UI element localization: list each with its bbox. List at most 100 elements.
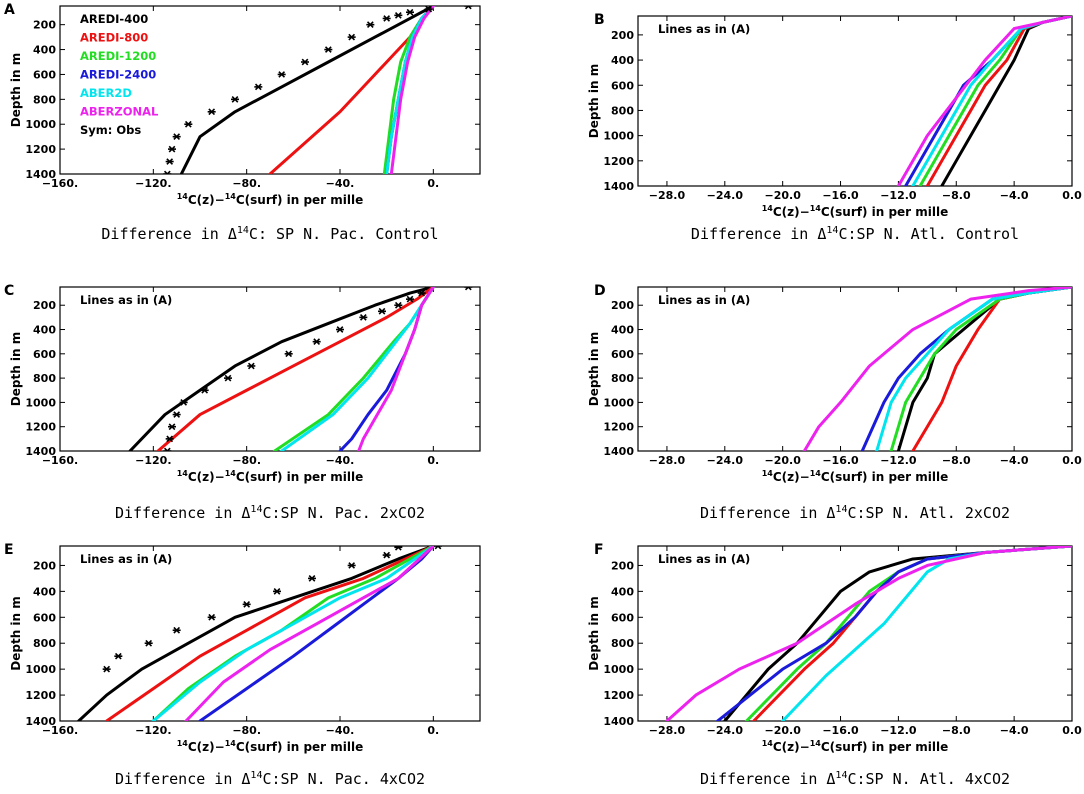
series-line-aredi-800 [105, 546, 435, 721]
obs-marker [179, 399, 188, 406]
obs-marker [254, 83, 263, 91]
obs-stroke [166, 170, 171, 174]
plot-area [896, 16, 1072, 186]
obs-stroke [394, 546, 401, 551]
x-tick-label: −28.0 [649, 454, 686, 467]
series-line-aredi-2400 [198, 546, 435, 721]
plot-frame [637, 286, 1073, 452]
obs-marker [301, 58, 309, 66]
text-part: C(surf) in per mille [236, 740, 363, 754]
y-tick-label: 800 [611, 104, 634, 117]
obs-marker [347, 33, 356, 41]
obs-marker [172, 626, 181, 634]
text-part: Difference in Δ [700, 504, 835, 522]
x-tick-label: −80. [232, 724, 261, 737]
plot-area [665, 546, 1072, 721]
legend-entry: ABERZONAL [80, 105, 159, 119]
x-tick-label: −16.0 [822, 189, 859, 202]
y-tick-label: 1000 [603, 130, 634, 143]
obs-marker [284, 350, 293, 358]
obs-stroke [103, 665, 111, 673]
panel-label: B [594, 12, 605, 28]
x-tick-label: −8.0 [942, 454, 971, 467]
x-tick-label: −120. [135, 454, 171, 467]
superscript: 14 [762, 204, 774, 213]
x-tick-label: −24.0 [707, 454, 744, 467]
plot-frame [59, 545, 481, 722]
obs-stroke [201, 386, 209, 394]
y-tick-label: 1200 [603, 689, 634, 702]
obs-stroke [348, 562, 356, 569]
text-part: Difference in Δ [101, 225, 236, 243]
x-axis-label: 14C(z)−14C(surf) in per mille [177, 469, 364, 484]
obs-marker [207, 613, 216, 621]
y-tick-label: 1200 [603, 155, 634, 168]
obs-stroke [231, 95, 239, 103]
obs-stroke [336, 326, 344, 333]
superscript: 14 [177, 739, 189, 748]
obs-stroke [278, 71, 286, 78]
obs-stroke [383, 15, 391, 22]
legend-entry: AREDI-400 [80, 12, 148, 26]
obs-stroke [224, 374, 232, 382]
obs-stroke [434, 546, 440, 550]
x-tick-label: −20.0 [764, 724, 801, 737]
series-line-aredi-800 [925, 16, 1072, 186]
panel-title: Difference in Δ14C:SP N. Atl. 4xCO2 [700, 770, 1010, 788]
text-part: C(z)− [773, 205, 810, 219]
y-tick-label: 200 [611, 29, 634, 42]
obs-stroke [208, 108, 216, 116]
legend-entry: AREDI-2400 [80, 68, 156, 82]
obs-marker [273, 588, 281, 595]
x-tick-label: −120. [135, 724, 171, 737]
series-line-aberzonal [802, 287, 1072, 451]
obs-marker [242, 600, 251, 608]
series-line-aredi-2400 [904, 16, 1072, 186]
obs-marker [308, 575, 316, 582]
obs-stroke [366, 21, 374, 29]
y-axis-label: Depth in m [587, 596, 601, 670]
legend-entry: Sym: Obs [80, 123, 141, 137]
text-part: C(surf) in per mille [821, 470, 948, 484]
obs-stroke [166, 447, 171, 451]
series-line-aberzonal [357, 287, 435, 451]
plot-frame [637, 15, 1073, 187]
panel-label: D [594, 283, 606, 299]
text-part: C:SP N. Atl. 4xCO2 [847, 770, 1010, 788]
panel-title: Difference in Δ14C:SP N. Atl. 2xCO2 [700, 504, 1010, 522]
text-part: C(surf) in per mille [821, 740, 948, 754]
superscript: 14 [835, 504, 847, 515]
plot-frame [637, 545, 1073, 722]
y-tick-label: 1000 [25, 396, 56, 409]
obs-stroke [166, 158, 174, 165]
x-tick-label: −80. [232, 177, 261, 190]
y-tick-label: 400 [611, 54, 634, 67]
y-tick-label: 1000 [603, 663, 634, 676]
y-tick-label: 400 [611, 585, 634, 598]
obs-marker [277, 71, 286, 78]
x-tick-label: −16.0 [822, 724, 859, 737]
x-tick-label: −4.0 [1000, 454, 1029, 467]
obs-stroke [247, 362, 255, 370]
y-tick-label: 800 [33, 637, 56, 650]
obs-marker [382, 15, 391, 22]
obs-stroke [324, 46, 332, 53]
y-tick-label: 400 [611, 324, 634, 337]
y-axis-label: Depth in m [9, 596, 23, 670]
obs-stroke [166, 435, 174, 443]
obs-marker [172, 411, 181, 418]
y-tick-label: 1400 [25, 715, 56, 728]
superscript: 14 [810, 469, 822, 478]
obs-marker [366, 21, 375, 29]
obs-stroke [173, 133, 181, 141]
superscript: 14 [762, 469, 774, 478]
x-tick-label: −160. [42, 177, 78, 190]
obs-marker [406, 8, 414, 16]
y-tick-label: 1200 [25, 143, 56, 156]
obs-stroke [163, 170, 169, 174]
text-part: C:SP N. Atl. Control [838, 225, 1019, 243]
obs-stroke [406, 295, 414, 303]
x-tick-label: −12.0 [880, 724, 917, 737]
x-tick-label: 0.0 [1062, 724, 1082, 737]
